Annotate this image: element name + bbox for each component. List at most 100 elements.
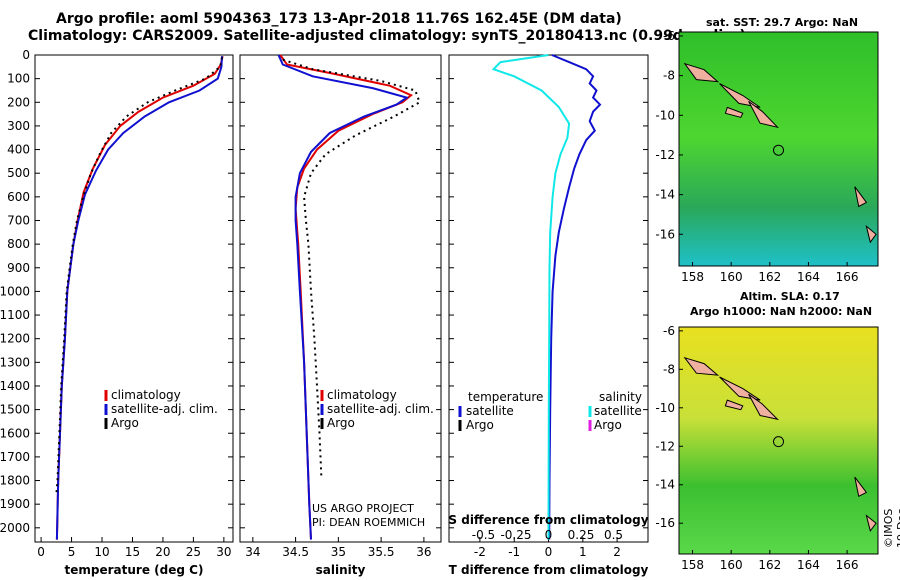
depth-tick-label: 1400	[0, 379, 30, 393]
legend-label: Argo	[466, 418, 494, 432]
salinity-diff-tick-label: 0	[545, 528, 553, 542]
legend-label: satellite-adj. clim.	[111, 402, 218, 416]
x-tick-label: 2	[613, 545, 621, 559]
map-lat-label: -14	[655, 478, 675, 492]
depth-tick-label: 1900	[0, 497, 30, 511]
x-tick-label: -1	[508, 545, 520, 559]
depth-tick-label: 700	[7, 213, 30, 227]
island-shape	[719, 83, 761, 108]
series-line-satellite-adj-clim-	[55, 56, 223, 540]
island-shape	[865, 514, 877, 533]
salinity-diff-tick-label: -0.5	[472, 528, 495, 542]
salinity-diff-tick-label: -0.25	[500, 528, 531, 542]
depth-tick-label: 300	[7, 119, 30, 133]
legend-label: Argo	[594, 418, 622, 432]
series-line-temperature-satellite	[548, 54, 602, 540]
map-lat-label: -12	[655, 148, 675, 162]
map-lon-label: 158	[681, 558, 704, 572]
series-line-argo	[282, 58, 421, 476]
map-lon-label: 160	[720, 558, 743, 572]
x-tick-label: 36	[416, 545, 431, 559]
x-axis-label: salinity	[316, 563, 366, 577]
depth-tick-label: 1500	[0, 403, 30, 417]
x-tick-label: -2	[474, 545, 486, 559]
map-lat-label: -10	[655, 108, 675, 122]
series-line-climatology	[55, 55, 224, 540]
x-axis-label: temperature (deg C)	[65, 563, 204, 577]
map-lon-label: 160	[720, 270, 743, 284]
depth-tick-label: 0	[22, 48, 30, 62]
sla-map	[678, 326, 879, 555]
x-tick-label: 15	[125, 545, 140, 559]
island-shape	[865, 224, 877, 244]
depth-tick-label: 2000	[0, 521, 30, 535]
x-tick-label: 5	[68, 545, 76, 559]
legend-label: Argo	[327, 416, 355, 430]
map-lon-label: 162	[758, 270, 781, 284]
depth-tick-label: 1300	[0, 355, 30, 369]
island-shape	[748, 100, 780, 129]
x-tick-label: 35.5	[368, 545, 395, 559]
depth-tick-label: 1000	[0, 284, 30, 298]
depth-tick-label: 100	[7, 72, 30, 86]
series-line-argo	[55, 57, 223, 495]
series-line-satellite-adj-clim-	[277, 54, 410, 540]
map-lat-label: -16	[655, 516, 675, 530]
island-shape	[724, 399, 744, 411]
island-shape	[683, 356, 720, 376]
map-lon-label: 164	[797, 270, 820, 284]
legend-label: satellite	[466, 404, 514, 418]
legend-label: climatology	[327, 388, 397, 402]
map-lat-label: -14	[655, 188, 675, 202]
island-shape	[724, 106, 744, 118]
legend-label: Argo	[111, 416, 139, 430]
sla-map-subtitle: Argo h1000: NaN h2000: NaN	[690, 305, 873, 318]
map-lat-label: -8	[663, 362, 675, 376]
depth-tick-label: 400	[7, 143, 30, 157]
x-tick-label: 20	[155, 545, 170, 559]
watermark: ©IMOS 19-Dec-2018 20:55:55	[882, 504, 900, 548]
map-lon-label: 166	[836, 558, 859, 572]
x-axis-label: T difference from climatology	[449, 563, 649, 577]
map-lon-label: 158	[681, 270, 704, 284]
map-lat-label: -6	[663, 29, 675, 43]
salinity-diff-tick-label: 0.5	[604, 528, 623, 542]
island-shape	[719, 376, 761, 401]
depth-tick-label: 1600	[0, 426, 30, 440]
series-line-salinity-satellite	[491, 54, 571, 540]
legend-label: satellite	[594, 404, 642, 418]
salinity-diff-label: S difference from climatology	[448, 513, 648, 527]
depth-tick-label: 600	[7, 190, 30, 204]
island-shape	[748, 393, 780, 421]
depth-tick-label: 900	[7, 261, 30, 275]
legend-salinity-title: salinity	[599, 390, 642, 404]
project-credit-1: US ARGO PROJECT	[312, 502, 414, 515]
map-lon-label: 166	[836, 270, 859, 284]
sst-map	[678, 31, 879, 267]
legend-label: satellite-adj. clim.	[327, 402, 434, 416]
argo-position-marker	[773, 436, 784, 448]
x-tick-label: 34	[245, 545, 260, 559]
x-tick-label: 35	[331, 545, 346, 559]
depth-tick-label: 1700	[0, 450, 30, 464]
depth-tick-label: 500	[7, 166, 30, 180]
title-line-1: Argo profile: aoml 5904363_173 13-Apr-20…	[56, 11, 622, 27]
depth-tick-label: 1100	[0, 308, 30, 322]
map-lat-label: -12	[655, 439, 675, 453]
depth-tick-label: 1800	[0, 474, 30, 488]
island-shape	[854, 476, 868, 498]
x-tick-label: 0	[545, 545, 553, 559]
island-shape	[854, 186, 868, 208]
x-tick-label: 25	[186, 545, 201, 559]
panel-frame-2	[239, 54, 442, 543]
island-shape	[683, 62, 720, 83]
salinity-diff-tick-label: 0.25	[568, 528, 595, 542]
map-lon-label: 162	[758, 558, 781, 572]
depth-tick-label: 200	[7, 95, 30, 109]
legend-label: climatology	[111, 388, 181, 402]
x-tick-label: 10	[94, 545, 109, 559]
title-line-2: Climatology: CARS2009. Satellite-adjuste…	[28, 28, 746, 44]
legend-temperature-title: temperature	[468, 390, 543, 404]
sla-map-title: Altim. SLA: 0.17	[740, 290, 840, 303]
